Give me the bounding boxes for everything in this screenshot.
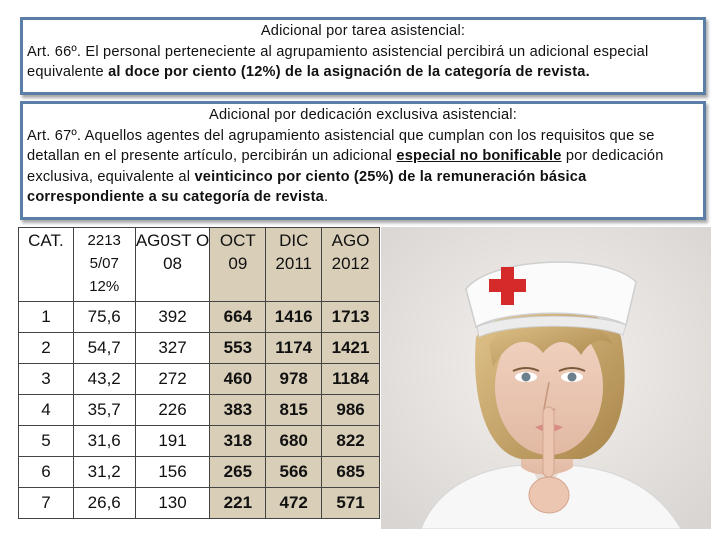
cell: 978 <box>265 363 323 395</box>
cell: 31,6 <box>72 425 136 457</box>
table-row: 5 31,6 191 318 680 822 <box>18 425 380 457</box>
cell-cat: 2 <box>18 332 74 364</box>
cell-cat: 6 <box>18 456 74 488</box>
box1-title: Adicional por tarea asistencial: <box>260 23 466 39</box>
cell: 272 <box>134 363 211 395</box>
cell: 1421 <box>321 332 380 364</box>
box2-text-b: especial no bonificable <box>396 148 562 164</box>
cell: 226 <box>134 394 211 426</box>
cell: 685 <box>321 456 380 488</box>
cell: 327 <box>134 332 211 364</box>
table-row: 6 31,2 156 265 566 685 <box>18 456 380 488</box>
cell: 156 <box>134 456 211 488</box>
cell: 1184 <box>321 363 380 395</box>
table-row: 1 75,6 392 664 1416 1713 <box>18 301 380 333</box>
cell: 221 <box>209 487 267 519</box>
salary-table-wrap: CAT. 2213 5/07 12% AG0ST O 08 OCT 09 DIC… <box>18 227 380 519</box>
cell: 986 <box>321 394 380 426</box>
table-row: 2 54,7 327 553 1174 1421 <box>18 332 380 364</box>
table-row: 7 26,6 130 221 472 571 <box>18 487 380 519</box>
header-col-oct-09: OCT 09 <box>209 227 267 302</box>
cell: 815 <box>265 394 323 426</box>
table-row: 4 35,7 226 383 815 986 <box>18 394 380 426</box>
cell-cat: 3 <box>18 363 74 395</box>
box2-text-d: veinticinco por ciento (25%) de la remun… <box>27 168 587 206</box>
nurse-photo <box>381 227 711 529</box>
box2-text-c: por dedicación exclusiva, equivalente al <box>27 148 664 185</box>
box1-text-b: al doce por ciento (12%) de la asignació… <box>108 64 590 80</box>
header-col-agosto-08: AG0ST O 08 <box>134 227 211 302</box>
header-col-2213: 2213 5/07 12% <box>72 227 136 302</box>
cell: 318 <box>209 425 267 457</box>
cell: 553 <box>209 332 267 364</box>
cell: 1713 <box>321 301 380 333</box>
box2-title: Adicional por dedicación exclusiva asist… <box>209 107 517 123</box>
cell: 822 <box>321 425 380 457</box>
cell: 392 <box>134 301 211 333</box>
cell: 31,2 <box>72 456 136 488</box>
box1-text-a: Art. 66º. El personal perteneciente al a… <box>27 43 649 81</box>
box1-text: Art. 66º. El personal perteneciente al a… <box>27 42 699 83</box>
table-row: 3 43,2 272 460 978 1184 <box>18 363 380 395</box>
cell: 1416 <box>265 301 323 333</box>
header-col-ago-2012: AGO 2012 <box>321 227 380 302</box>
cell: 130 <box>134 487 211 519</box>
nurse-portrait-icon <box>381 227 711 529</box>
cell: 680 <box>265 425 323 457</box>
cell-cat: 4 <box>18 394 74 426</box>
cell-cat: 5 <box>18 425 74 457</box>
box2-text-e: . <box>323 189 329 205</box>
cell: 191 <box>134 425 211 457</box>
cell: 35,7 <box>72 394 136 426</box>
cell: 566 <box>265 456 323 488</box>
cell: 43,2 <box>72 363 136 395</box>
box2-text: Art. 67º. Aquellos agentes del agrupamie… <box>27 126 699 208</box>
cell-cat: 7 <box>18 487 74 519</box>
cell-cat: 1 <box>18 301 74 333</box>
cell: 571 <box>321 487 380 519</box>
table-header-row: CAT. 2213 5/07 12% AG0ST O 08 OCT 09 DIC… <box>18 227 380 302</box>
cell: 460 <box>209 363 267 395</box>
cell: 664 <box>209 301 267 333</box>
cell: 26,6 <box>72 487 136 519</box>
box2-text-a: Art. 67º. Aquellos agentes del agrupamie… <box>27 127 655 165</box>
cell: 54,7 <box>72 332 136 364</box>
header-cat: CAT. <box>18 227 74 302</box>
salary-table: CAT. 2213 5/07 12% AG0ST O 08 OCT 09 DIC… <box>18 227 380 519</box>
cell: 75,6 <box>72 301 136 333</box>
cell: 383 <box>209 394 267 426</box>
dedicacion-exclusiva-box: Adicional por dedicación exclusiva asist… <box>20 101 706 220</box>
cell: 265 <box>209 456 267 488</box>
cell: 472 <box>265 487 323 519</box>
tarea-asistencial-box: Adicional por tarea asistencial: Art. 66… <box>20 17 706 95</box>
cell: 1174 <box>265 332 323 364</box>
header-col-dic-2011: DIC 2011 <box>265 227 323 302</box>
